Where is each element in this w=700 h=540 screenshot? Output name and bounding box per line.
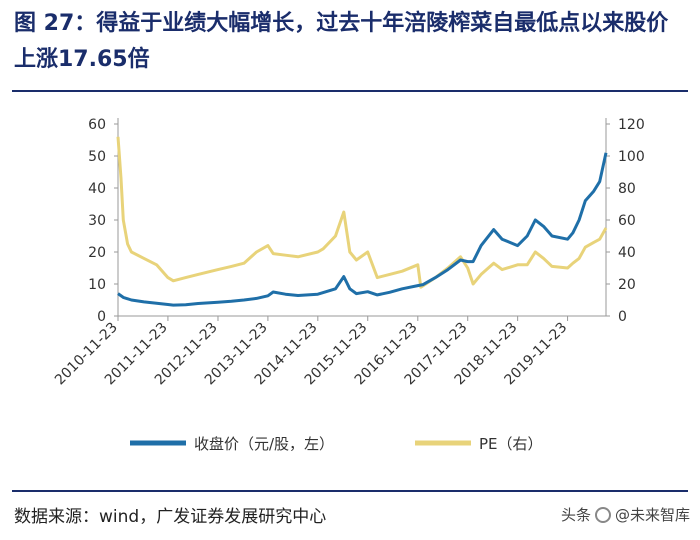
title-rule <box>12 90 688 92</box>
y-ticks-right: 0 20 40 60 80 100 120 <box>606 117 645 325</box>
watermark-icon <box>594 506 611 523</box>
y-tick-label-right: 120 <box>618 117 645 133</box>
axes <box>117 118 607 317</box>
y-tick-label-left: 20 <box>88 245 106 261</box>
bottom-rule <box>12 490 688 492</box>
series-line-price <box>117 152 608 307</box>
x-ticks: 2010-11-232011-11-232012-11-232013-11-23… <box>52 316 570 388</box>
y-tick-label-right: 20 <box>618 277 636 293</box>
y-tick-label-left: 10 <box>88 277 106 293</box>
y-tick-label-right: 100 <box>618 149 645 165</box>
source-note: 数据来源：wind，广发证券发展研究中心 <box>14 507 327 527</box>
y-tick-label-left: 50 <box>88 149 106 165</box>
watermark-prefix: 头条 <box>560 506 591 524</box>
series-lines <box>116 136 608 307</box>
y-tick-label-left: 30 <box>88 213 106 229</box>
y-tick-label-left: 40 <box>88 181 106 197</box>
legend: 收盘价（元/股，左） PE（右） <box>130 435 543 453</box>
chart-title: 图 27：得益于业绩大幅增长，过去十年涪陵榨菜自最低点以来股价上涨17.65倍 <box>14 11 669 72</box>
chart-svg: 0 10 20 30 40 50 60 0 20 40 60 80 100 120 2010-11-23… <box>52 117 645 453</box>
y-tick-label-left: 0 <box>97 309 106 325</box>
legend-label: 收盘价（元/股，左） <box>194 435 334 453</box>
y-ticks-left: 0 10 20 30 40 50 60 <box>88 117 118 325</box>
watermark: 头条 @未来智库 <box>561 504 690 525</box>
y-tick-label-right: 80 <box>618 181 636 197</box>
y-tick-label-left: 60 <box>88 117 106 133</box>
watermark-name: @未来智库 <box>614 506 690 524</box>
legend-label: PE（右） <box>479 435 543 453</box>
y-tick-label-right: 40 <box>618 245 636 261</box>
y-tick-label-right: 60 <box>618 213 636 229</box>
y-tick-label-right: 0 <box>618 309 627 325</box>
series-line-pe <box>116 136 608 289</box>
